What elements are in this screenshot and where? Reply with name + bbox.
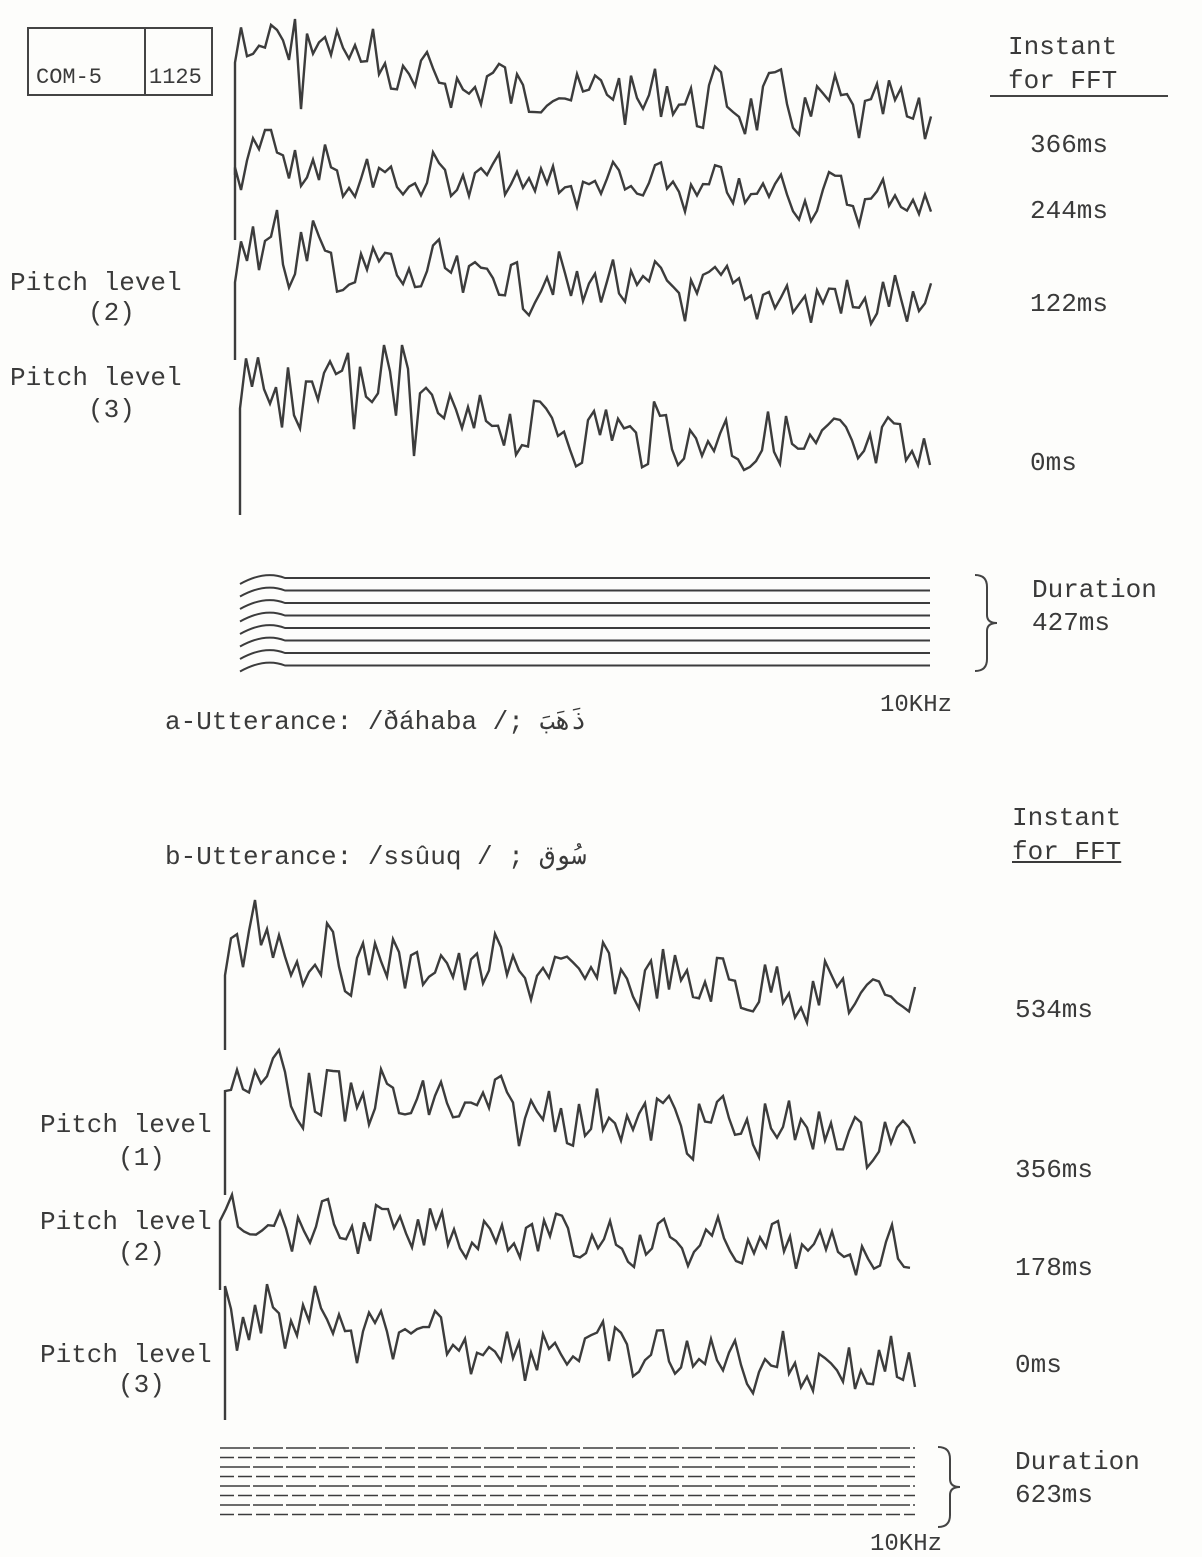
page: COM-5 1125 Instant for FFT 366ms 244ms 1… [0,0,1202,1557]
trace [235,19,931,175]
column-title: Instant [1008,32,1117,62]
trace [225,1050,915,1195]
box-label: 1125 [149,63,202,93]
trace [240,345,930,515]
trace [240,650,930,659]
pitch-level: (2) [88,298,135,328]
instant-label: 244ms [1030,196,1108,226]
trace [240,575,930,584]
trace [235,130,931,240]
figure [0,0,1202,1557]
pitch-label: Pitch level [40,1207,212,1237]
trace [240,638,930,647]
pitch-label: Pitch level [40,1340,212,1370]
trace [235,210,931,360]
trace [240,600,930,609]
duration-value: 427ms [1032,608,1110,638]
trace [240,588,930,597]
brace [975,575,997,671]
instant-label: 356ms [1015,1155,1093,1185]
trace [240,663,930,672]
duration-value: 623ms [1015,1480,1093,1510]
trace [240,613,930,622]
column-title: for FFT [1012,837,1121,867]
instant-label: 534ms [1015,995,1093,1025]
column-title: Instant [1012,803,1121,833]
pitch-level: (1) [118,1143,165,1173]
freq-label: 10KHz [870,1530,942,1557]
caption: b-Utterance: /ssûuq / ; سُوق [165,842,586,872]
brace [938,1447,960,1527]
column-title: for FFT [1008,66,1117,96]
pitch-label: Pitch level [40,1110,212,1140]
pitch-level: (2) [118,1238,165,1268]
box-label: COM-5 [36,63,102,93]
caption: a-Utterance: /ðáhaba /; ذَهَبَ [165,707,586,737]
instant-label: 0ms [1015,1350,1062,1380]
trace [220,1195,910,1290]
trace [225,1284,915,1420]
instant-label: 122ms [1030,289,1108,319]
instant-label: 0ms [1030,448,1077,478]
pitch-label: Pitch level [10,268,182,298]
trace [225,900,915,1050]
trace [240,625,930,634]
freq-label: 10KHz [880,691,952,721]
instant-label: 366ms [1030,130,1108,160]
duration-label: Duration [1015,1447,1140,1477]
pitch-level: (3) [118,1370,165,1400]
instant-label: 178ms [1015,1253,1093,1283]
pitch-level: (3) [88,395,135,425]
duration-label: Duration [1032,575,1157,605]
pitch-label: Pitch level [10,363,182,393]
